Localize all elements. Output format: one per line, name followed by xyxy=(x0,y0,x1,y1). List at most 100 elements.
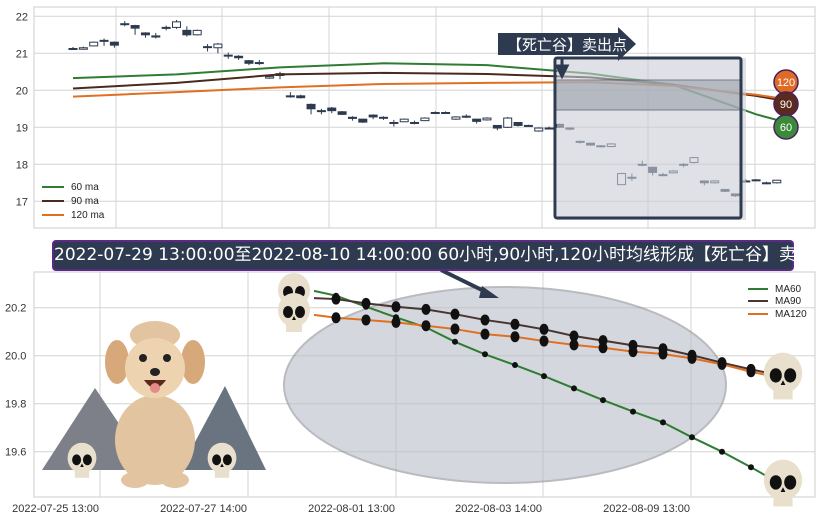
candle-body xyxy=(192,29,202,36)
candle-body xyxy=(172,21,181,28)
candle-body xyxy=(430,112,440,114)
marker-MA60 xyxy=(482,351,488,358)
marker-MA90 xyxy=(569,330,579,342)
candle-body xyxy=(223,54,233,57)
marker-MA90 xyxy=(539,323,549,335)
candle-body xyxy=(410,121,420,124)
candle xyxy=(109,41,119,48)
candle xyxy=(523,124,533,127)
candle xyxy=(482,117,492,121)
candle-body xyxy=(772,179,782,184)
candle-body xyxy=(420,117,430,122)
poodle-eye-right xyxy=(163,354,171,362)
marker-MA90 xyxy=(391,301,401,313)
poodle-illustration xyxy=(105,321,205,488)
skull-jaw xyxy=(214,467,230,478)
candle xyxy=(265,75,275,79)
skull-eye-right xyxy=(82,454,92,466)
skull-icon xyxy=(278,293,310,332)
poodle-ear-left xyxy=(105,340,129,384)
candle xyxy=(761,181,771,185)
marker-MA60 xyxy=(512,362,518,369)
candle-body xyxy=(285,95,295,98)
legend-label-ma120: MA120 xyxy=(775,309,807,320)
candle-body xyxy=(182,29,192,36)
candle-body xyxy=(337,111,347,115)
badge-label: 120 xyxy=(777,77,795,89)
skull-cranium xyxy=(207,442,237,474)
mountain-right xyxy=(180,386,266,470)
candle xyxy=(544,126,554,130)
candle xyxy=(379,116,388,120)
candle xyxy=(430,111,440,114)
skull-nose xyxy=(220,463,224,467)
skull-jaw xyxy=(286,320,302,332)
marker-MA90 xyxy=(361,297,371,309)
marker-MA60 xyxy=(660,419,666,426)
marker-MA120 xyxy=(539,335,549,347)
skull-icon xyxy=(67,442,97,478)
skull-nose xyxy=(292,316,296,320)
x-tick-label: 2022-07-27 14:00 xyxy=(160,503,247,515)
candle-body xyxy=(265,76,275,79)
y-tick-label: 18 xyxy=(16,159,28,171)
y-tick-label: 19.6 xyxy=(5,447,26,459)
candle xyxy=(182,26,192,37)
poodle-eye-left xyxy=(139,354,147,362)
y-tick-label: 19.8 xyxy=(5,399,26,411)
series-MA120 xyxy=(313,312,767,378)
badge-120: 120 xyxy=(773,69,799,95)
top-panel: 17 18 19 20 21 22 【死亡谷】卖出点 120 90 60 60 ma 90 m… xyxy=(16,6,816,229)
candle-body xyxy=(513,121,523,126)
marker-MA90 xyxy=(510,318,520,330)
marker-MA120 xyxy=(687,352,697,364)
marker-MA120 xyxy=(450,323,460,335)
skull-eye-left xyxy=(283,306,293,318)
pointer-arrow-line xyxy=(440,268,489,295)
candle-body xyxy=(761,182,771,185)
skull-jaw xyxy=(74,467,90,478)
candle-body xyxy=(109,41,119,46)
marker-MA120 xyxy=(569,339,579,351)
marker-MA120 xyxy=(658,348,668,360)
badge-circle xyxy=(773,114,799,140)
marker-MA120 xyxy=(598,342,608,354)
legend-label-ma90: MA90 xyxy=(775,296,802,307)
candle-body xyxy=(389,121,399,124)
candle xyxy=(347,116,357,121)
candle xyxy=(151,32,161,39)
bottom-legend: MA60 MA90 MA120 xyxy=(748,284,807,320)
candle xyxy=(337,111,347,116)
y-tick-label: 19 xyxy=(16,122,28,134)
candle xyxy=(472,118,482,124)
candle-body xyxy=(254,62,264,65)
candle-body xyxy=(234,55,244,59)
candle xyxy=(223,52,233,59)
marker-MA60 xyxy=(630,408,636,415)
candle-body xyxy=(306,103,316,110)
candle xyxy=(513,121,523,127)
y-tick-label: 20.2 xyxy=(5,303,26,315)
candle xyxy=(327,106,337,114)
y-tick-label: 22 xyxy=(16,11,28,23)
callout-arrow-shape xyxy=(498,27,636,61)
poodle-body xyxy=(115,395,195,485)
marker-MA120 xyxy=(331,312,341,324)
marker-MA120 xyxy=(746,366,756,378)
skull-eye-right xyxy=(784,475,797,490)
marker-MA90 xyxy=(331,293,341,305)
candle xyxy=(306,103,316,115)
candle xyxy=(213,42,223,54)
marker-MA120 xyxy=(361,314,371,326)
bottom-ma-lines xyxy=(313,289,767,477)
candle xyxy=(441,111,451,114)
candle xyxy=(140,32,150,38)
death-valley-box xyxy=(553,56,743,220)
candle xyxy=(78,46,88,50)
candle xyxy=(172,20,181,29)
candle xyxy=(772,179,782,184)
candle-body xyxy=(99,39,109,42)
candle xyxy=(234,55,244,60)
marker-MA60 xyxy=(571,385,577,392)
